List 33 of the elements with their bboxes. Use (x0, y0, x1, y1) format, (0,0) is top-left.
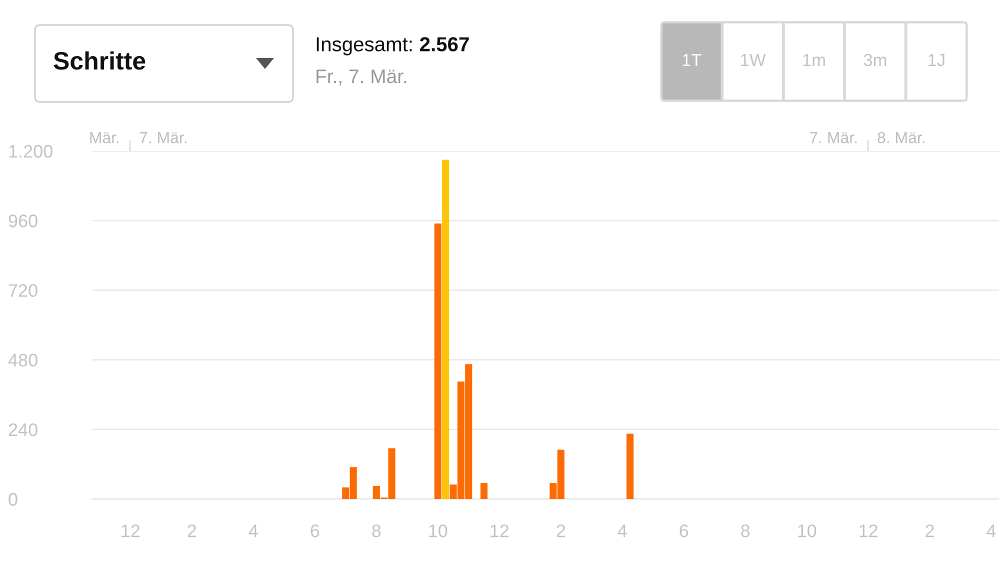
text: Mär. (90, 132, 119, 144)
y-tick-label: 1.200 (9, 144, 52, 158)
chart-subtitle: Insgesamt: 2.567 (316, 37, 469, 56)
x-tick-label: 10 (798, 524, 816, 538)
text: 3m (864, 54, 886, 66)
x-tick-label: 12 (122, 524, 140, 538)
text: 7. Mär. (140, 132, 186, 144)
x-tick-label: 6 (310, 524, 320, 538)
y-tick-label: 720 (8, 284, 38, 297)
text: 7. Mär. (810, 132, 857, 144)
x-tick-label: 6 (680, 524, 688, 538)
chart-title: Schritte (54, 51, 146, 70)
x-tick-label: 8 (741, 524, 750, 538)
x-tick-label: 2 (926, 524, 934, 538)
y-tick-label: 960 (8, 214, 38, 228)
x-tick-label: 4 (618, 524, 627, 538)
text: 1T (682, 54, 702, 66)
y-tick-label: 0 (8, 492, 18, 506)
text: 1m (803, 54, 825, 66)
text: 1W (741, 54, 766, 66)
x-tick-label: 4 (986, 524, 996, 538)
text: Fr., 7. Mär. (316, 70, 406, 86)
y-tick-label: 240 (8, 423, 38, 436)
y-tick-label: 480 (8, 354, 38, 367)
x-tick-label: 8 (372, 524, 381, 538)
x-tick-label: 2 (556, 524, 565, 538)
x-tick-label: 12 (490, 524, 509, 538)
x-tick-label: 10 (429, 524, 448, 538)
x-tick-label: 2 (188, 524, 196, 538)
x-tick-label: 12 (860, 524, 878, 538)
text: 8. Mär. (878, 132, 924, 144)
text: 1J (928, 54, 944, 66)
x-tick-label: 4 (248, 524, 258, 538)
